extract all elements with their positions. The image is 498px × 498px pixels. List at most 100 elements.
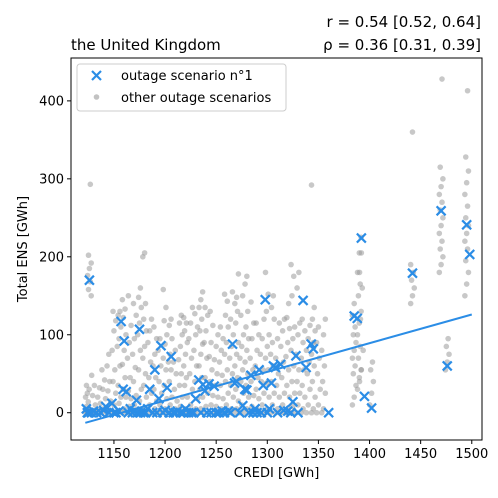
other-scenario-point xyxy=(312,394,318,400)
other-scenario-point xyxy=(145,339,151,346)
other-scenario-point xyxy=(142,370,149,377)
other-scenario-point xyxy=(321,363,328,369)
other-scenario-point xyxy=(244,273,250,280)
other-scenario-point xyxy=(111,328,117,334)
other-scenario-point xyxy=(355,292,362,299)
other-scenario-point xyxy=(169,335,175,342)
other-scenario-point xyxy=(234,308,241,315)
other-scenario-point xyxy=(176,320,183,326)
other-scenario-point xyxy=(462,292,468,299)
other-scenario-point xyxy=(238,312,244,319)
other-scenario-point xyxy=(242,281,248,287)
other-scenario-point xyxy=(307,322,313,329)
other-scenario-point xyxy=(278,374,285,381)
other-scenario-point xyxy=(350,331,357,338)
scenario-1-point xyxy=(251,407,263,418)
other-scenario-point xyxy=(94,394,101,400)
scenario-1-point xyxy=(292,407,304,418)
other-scenario-point xyxy=(86,386,92,393)
other-scenario-point xyxy=(319,378,326,385)
other-scenario-point xyxy=(285,300,292,307)
other-scenario-point xyxy=(351,347,358,354)
other-scenario-point xyxy=(226,355,233,361)
other-scenario-point xyxy=(465,168,472,174)
other-scenario-point xyxy=(152,351,158,358)
scenario-1-point xyxy=(264,403,275,415)
other-scenario-point xyxy=(355,355,362,361)
legend: outage scenario n°1 other outage scenari… xyxy=(76,63,287,112)
y-tick-label: 200 xyxy=(39,250,64,265)
other-scenario-point xyxy=(175,356,182,363)
other-scenario-point xyxy=(309,316,316,322)
other-scenario-point xyxy=(217,324,224,330)
other-scenario-point xyxy=(250,392,257,399)
scenario-1-point xyxy=(266,377,277,389)
other-scenario-point xyxy=(186,370,193,377)
scenario-1-point xyxy=(149,364,161,376)
other-scenario-point xyxy=(123,331,129,338)
other-scenario-point xyxy=(303,409,310,416)
scenario-1-point xyxy=(113,405,125,417)
scenario-1-point xyxy=(300,362,312,373)
scenario-1-point xyxy=(153,393,165,404)
other-scenario-point xyxy=(439,238,445,245)
other-scenario-point xyxy=(300,339,306,346)
other-scenario-point xyxy=(122,306,128,312)
other-scenario-point xyxy=(157,335,163,342)
other-scenario-point xyxy=(356,378,363,385)
other-scenario-point xyxy=(284,339,291,346)
other-scenario-point xyxy=(137,347,144,354)
scenario-1-point xyxy=(287,396,299,408)
other-scenario-point xyxy=(369,359,376,365)
regression-line-segment xyxy=(85,313,473,424)
other-scenario-point xyxy=(358,367,365,373)
other-scenario-point xyxy=(313,409,320,416)
other-scenario-point xyxy=(116,400,122,407)
other-scenario-point xyxy=(92,402,99,408)
other-scenario-point xyxy=(235,271,242,277)
other-scenario-point xyxy=(180,363,187,369)
other-scenario-point xyxy=(182,351,189,358)
other-scenario-point xyxy=(218,347,225,354)
other-scenario-point xyxy=(409,292,416,299)
other-scenario-point xyxy=(370,378,377,385)
scenario-1-point xyxy=(120,386,132,397)
other-scenario-point xyxy=(367,367,374,373)
other-scenario-point xyxy=(141,343,148,350)
other-scenario-point xyxy=(178,370,185,377)
scenario-1-point xyxy=(461,219,472,231)
other-scenario-point xyxy=(209,367,215,373)
other-scenario-point xyxy=(351,300,358,307)
other-scenario-point xyxy=(183,320,190,326)
other-scenario-point xyxy=(197,328,203,334)
other-scenario-point xyxy=(266,331,272,338)
other-scenario-point xyxy=(210,392,216,399)
scenario-1-point xyxy=(115,316,127,327)
other-scenario-point xyxy=(232,363,238,369)
other-scenario-point xyxy=(407,261,414,268)
other-scenario-point xyxy=(271,390,278,397)
other-scenario-point xyxy=(181,328,188,334)
scenario-1-point xyxy=(407,267,418,279)
other-scenario-point xyxy=(257,351,264,358)
other-scenario-point xyxy=(224,298,231,305)
scenario-1-point xyxy=(290,350,302,362)
legend-label-others: other outage scenarios xyxy=(121,91,271,106)
other-scenario-point xyxy=(133,392,139,399)
other-scenario-point xyxy=(230,331,237,338)
other-scenario-point xyxy=(312,328,318,334)
other-scenario-point xyxy=(168,316,174,322)
other-scenario-point xyxy=(463,179,470,186)
scenario-1-point xyxy=(241,384,253,396)
other-scenario-point xyxy=(440,253,446,260)
other-scenario-point xyxy=(253,386,259,393)
scenario-1-point xyxy=(190,393,202,404)
other-scenario-point xyxy=(353,339,359,346)
other-scenario-point xyxy=(352,363,358,369)
other-scenario-point xyxy=(289,378,295,385)
scenario-1-point xyxy=(155,340,167,351)
scenario-1-point xyxy=(270,362,281,373)
other-scenario-point xyxy=(203,328,209,334)
other-scenario-point xyxy=(85,286,92,293)
x-tick-label: 1400 xyxy=(353,447,386,462)
